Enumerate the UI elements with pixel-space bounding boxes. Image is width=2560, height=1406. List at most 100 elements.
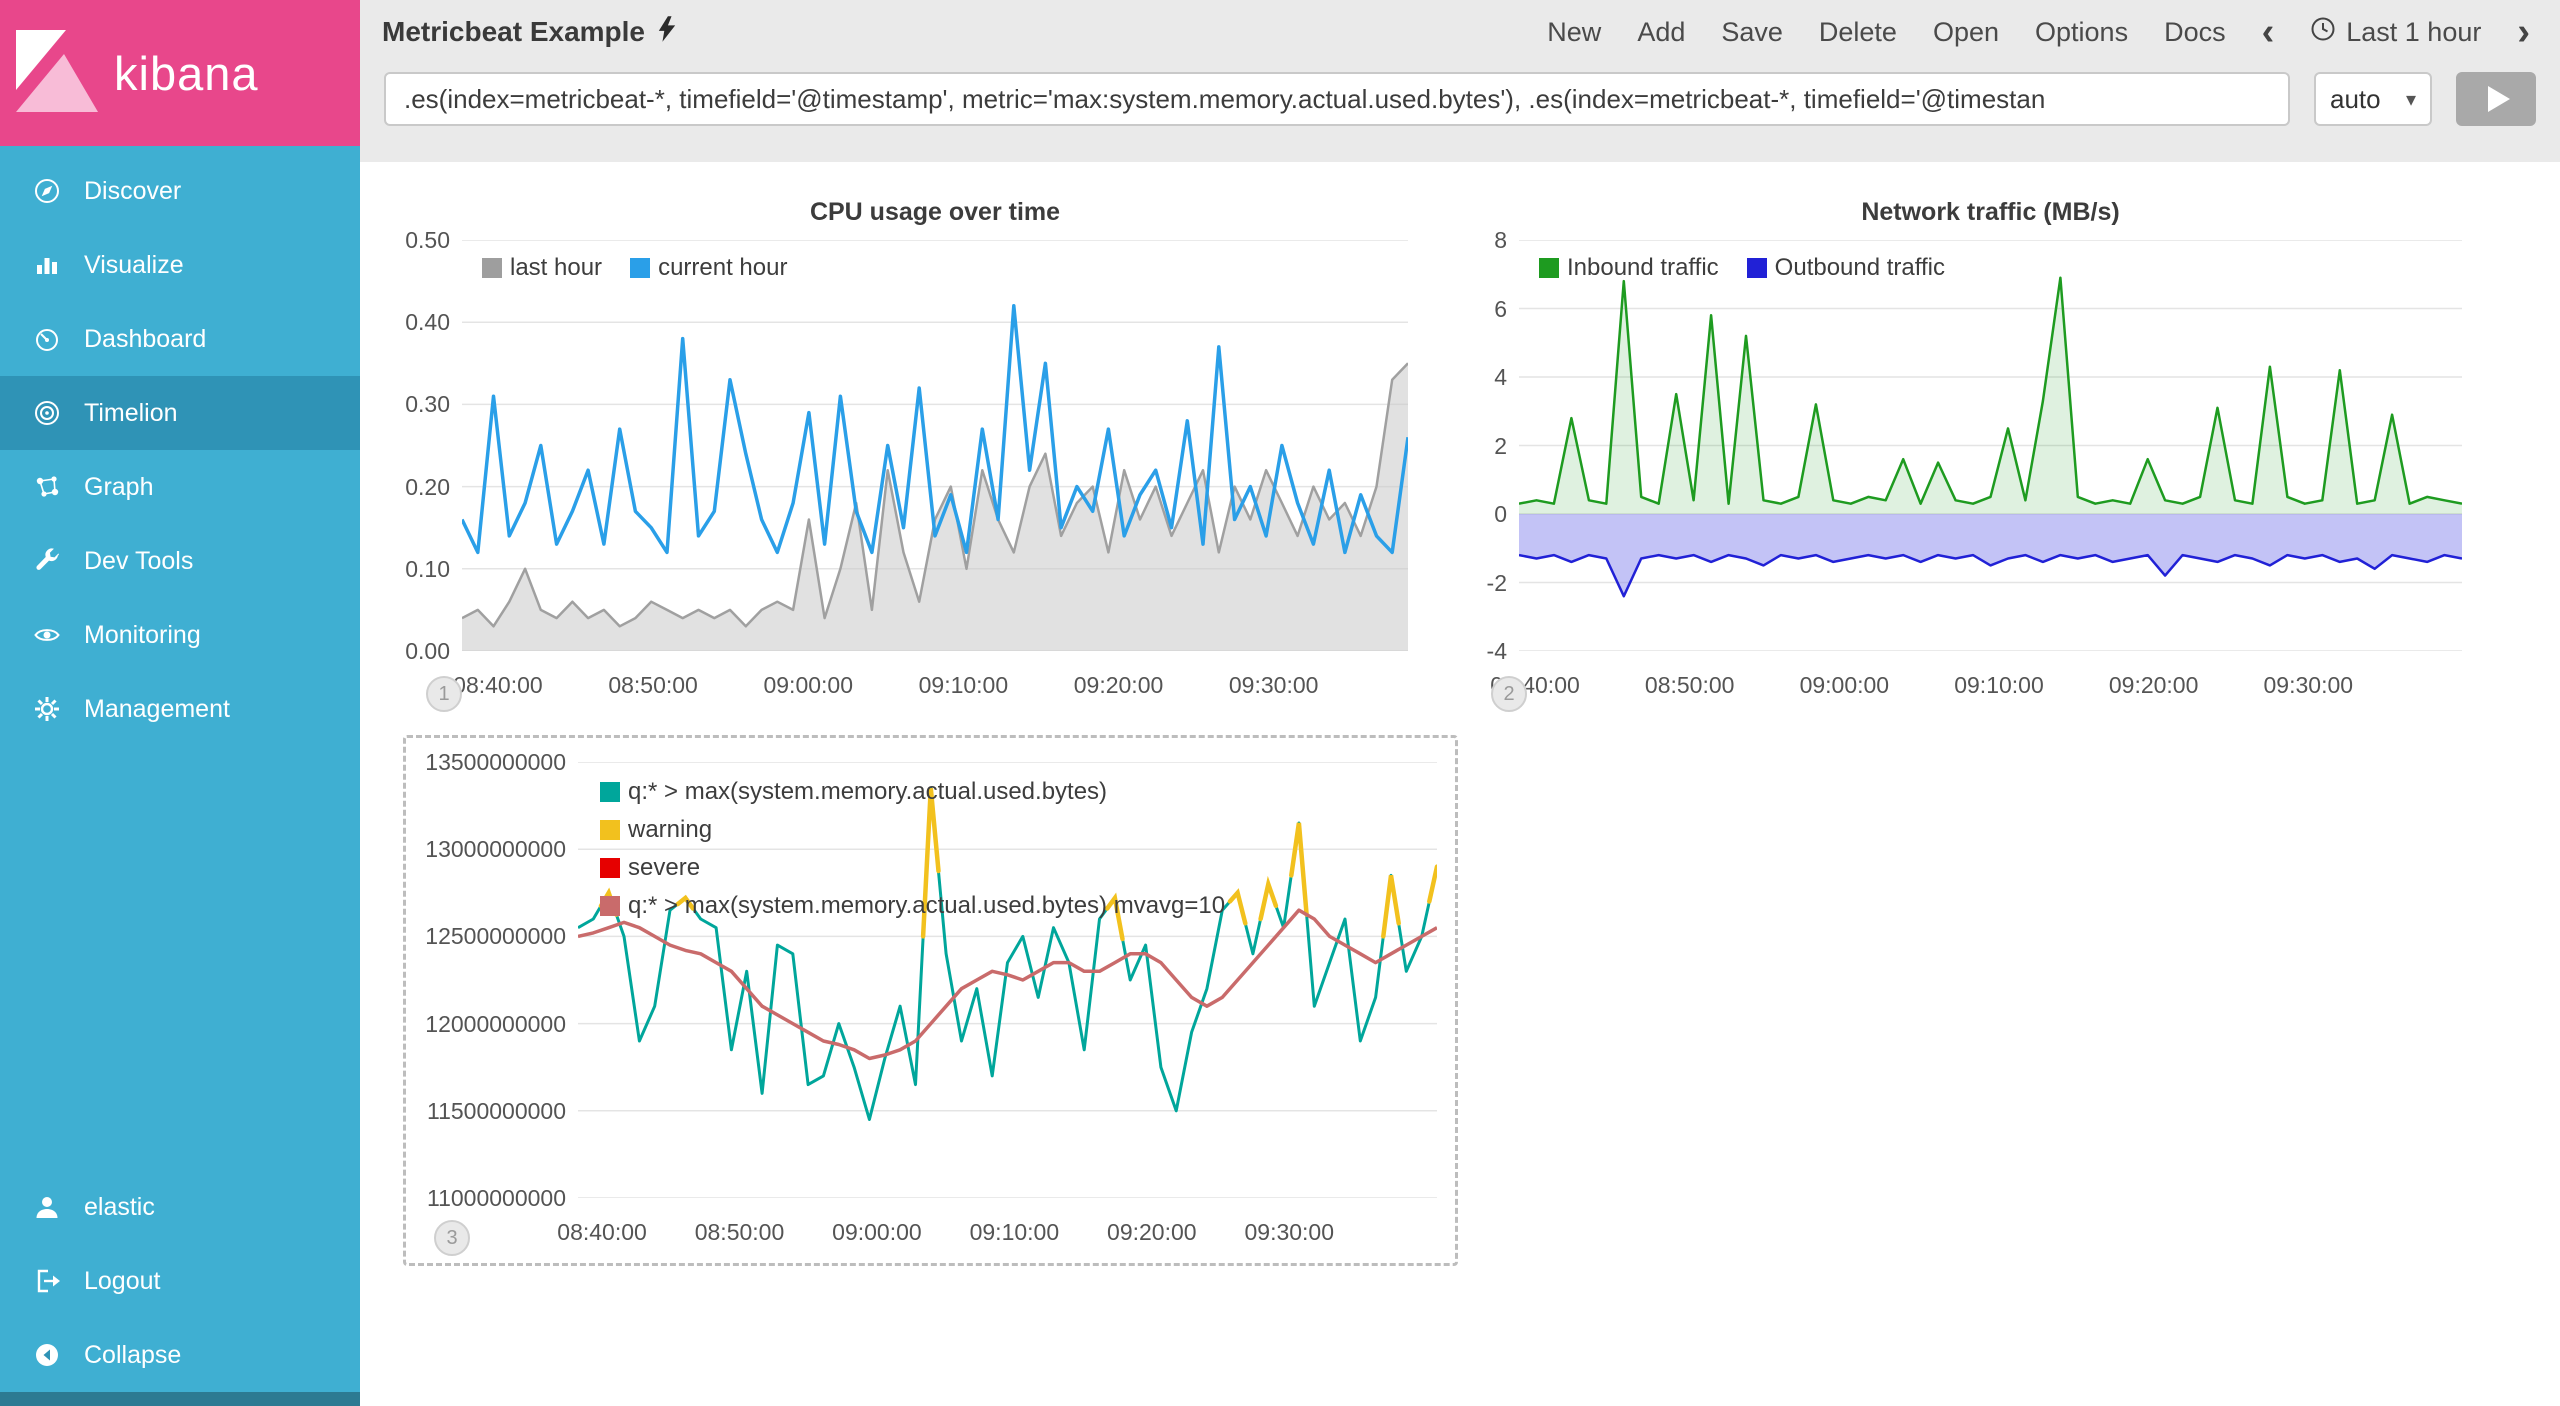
chart-index-badge[interactable]: 1 xyxy=(426,676,462,712)
network-traffic-chart[interactable]: Network traffic (MB/s) 86420-2-4 Inbound… xyxy=(1439,198,2462,712)
time-forward-chevron[interactable]: › xyxy=(2517,17,2530,47)
x-tick-label: 08:50:00 xyxy=(1645,672,1735,699)
chart-legend: q:* > max(system.memory.actual.used.byte… xyxy=(600,778,1225,920)
x-tick-label: 08:50:00 xyxy=(695,1219,785,1246)
clock-icon xyxy=(2310,16,2336,49)
legend-label: q:* > max(system.memory.actual.used.byte… xyxy=(628,778,1107,806)
y-tick-label: 0 xyxy=(1494,501,1507,527)
legend-label: Outbound traffic xyxy=(1775,254,1945,282)
legend-item: severe xyxy=(600,854,1225,882)
legend-item: q:* > max(system.memory.actual.used.byte… xyxy=(600,892,1225,920)
sidebar-item-dashboard[interactable]: Dashboard xyxy=(0,302,360,376)
y-tick-label: -4 xyxy=(1487,638,1507,664)
y-axis: 0.500.400.300.200.100.00 xyxy=(382,240,462,651)
sidebar-item-label: Visualize xyxy=(84,251,184,280)
collapse-icon xyxy=(32,1340,62,1370)
y-tick-label: 2 xyxy=(1494,433,1507,459)
cpu-usage-chart[interactable]: CPU usage over time 0.500.400.300.200.10… xyxy=(382,198,1408,712)
visualize-icon xyxy=(32,250,62,280)
legend-label: last hour xyxy=(510,254,602,282)
sidebar-item-collapse[interactable]: Collapse xyxy=(0,1318,360,1392)
kibana-logo-icon xyxy=(16,30,98,117)
time-back-chevron[interactable]: ‹ xyxy=(2262,17,2275,47)
sidebar-item-label: Dashboard xyxy=(84,325,206,354)
page-title-row: Metricbeat Example xyxy=(382,15,677,50)
legend-item: Inbound traffic xyxy=(1539,254,1719,282)
plot-area[interactable] xyxy=(1519,240,2462,656)
plot-area[interactable] xyxy=(462,240,1408,656)
x-tick-label: 09:10:00 xyxy=(919,672,1009,699)
x-tick-label: 09:00:00 xyxy=(1800,672,1890,699)
sidebar-item-graph[interactable]: Graph xyxy=(0,450,360,524)
legend-label: q:* > max(system.memory.actual.used.byte… xyxy=(628,892,1225,920)
y-tick-label: 12500000000 xyxy=(425,923,566,949)
sidebar-item-monitoring[interactable]: Monitoring xyxy=(0,598,360,672)
x-tick-label: 09:10:00 xyxy=(1954,672,2044,699)
sidebar-item-logout[interactable]: Logout xyxy=(0,1244,360,1318)
x-tick-label: 08:50:00 xyxy=(608,672,698,699)
chart-title: Network traffic (MB/s) xyxy=(1519,198,2462,240)
sidebar-item-label: Monitoring xyxy=(84,621,201,650)
chart-title: CPU usage over time xyxy=(462,198,1408,240)
y-tick-label: 0.40 xyxy=(405,309,450,335)
sidebar-item-visualize[interactable]: Visualize xyxy=(0,228,360,302)
sidebar-item-user-elastic[interactable]: elastic xyxy=(0,1170,360,1244)
chart-index-badge[interactable]: 2 xyxy=(1491,676,1527,712)
options-button[interactable]: Options xyxy=(2035,17,2128,48)
user-icon xyxy=(32,1192,62,1222)
interval-select[interactable]: auto ▾ xyxy=(2314,72,2432,126)
series-line xyxy=(1519,278,2462,504)
sidebar-item-label: elastic xyxy=(84,1193,155,1222)
y-tick-label: 13500000000 xyxy=(425,749,566,775)
legend-swatch xyxy=(630,258,650,278)
wrench-icon xyxy=(32,546,62,576)
save-button[interactable]: Save xyxy=(1721,17,1783,48)
timelion-expression-input[interactable] xyxy=(384,72,2290,126)
sidebar-item-dev-tools[interactable]: Dev Tools xyxy=(0,524,360,598)
sidebar-item-label: Timelion xyxy=(84,399,178,428)
network-traffic-plot[interactable] xyxy=(1519,240,2462,651)
sidebar-item-discover[interactable]: Discover xyxy=(0,154,360,228)
delete-button[interactable]: Delete xyxy=(1819,17,1897,48)
y-axis: 86420-2-4 xyxy=(1439,240,1519,651)
x-tick-label: 09:20:00 xyxy=(1074,672,1164,699)
sidebar-item-management[interactable]: Management xyxy=(0,672,360,746)
lightning-bolt-icon xyxy=(657,15,677,50)
y-tick-label: 0.50 xyxy=(405,227,450,253)
docs-button[interactable]: Docs xyxy=(2164,17,2226,48)
chart-legend: Inbound traffic Outbound traffic xyxy=(1539,254,1945,282)
run-query-button[interactable] xyxy=(2456,72,2536,126)
cpu-usage-plot[interactable] xyxy=(462,240,1408,651)
chart-index-badge[interactable]: 3 xyxy=(434,1220,470,1256)
query-bar: auto ▾ xyxy=(360,64,2560,126)
x-tick-label: 09:20:00 xyxy=(1107,1219,1197,1246)
sidebar-bottom-strip xyxy=(0,1392,360,1406)
legend-item: warning xyxy=(600,816,1225,844)
add-button[interactable]: Add xyxy=(1637,17,1685,48)
eye-icon xyxy=(32,620,62,650)
legend-swatch xyxy=(1539,258,1559,278)
series-area xyxy=(462,363,1408,651)
selected-chart-outline[interactable]: 1350000000013000000000125000000001200000… xyxy=(403,735,1458,1266)
toolbar-menu: New Add Save Delete Open Options Docs ‹ … xyxy=(1547,16,2530,49)
dashboard-icon xyxy=(32,324,62,354)
sidebar: kibana Discover Visualize Dashboard Time… xyxy=(0,0,360,1406)
open-button[interactable]: Open xyxy=(1933,17,1999,48)
time-range-picker[interactable]: Last 1 hour xyxy=(2310,16,2481,49)
x-axis: 08:40:0008:50:0009:00:0009:10:0009:20:00… xyxy=(578,1203,1437,1259)
x-tick-label: 09:10:00 xyxy=(970,1219,1060,1246)
sidebar-item-timelion[interactable]: Timelion xyxy=(0,376,360,450)
legend-swatch xyxy=(482,258,502,278)
memory-usage-chart[interactable]: 1350000000013000000000125000000001200000… xyxy=(408,762,1437,1259)
time-range-label: Last 1 hour xyxy=(2346,17,2481,48)
x-tick-label: 09:30:00 xyxy=(1229,672,1319,699)
new-button[interactable]: New xyxy=(1547,17,1601,48)
y-tick-label: 0.00 xyxy=(405,638,450,664)
x-tick-label: 08:40:00 xyxy=(557,1219,647,1246)
y-tick-label: 11500000000 xyxy=(427,1098,566,1124)
legend-label: Inbound traffic xyxy=(1567,254,1719,282)
y-tick-label: -2 xyxy=(1487,570,1507,596)
kibana-logo[interactable]: kibana xyxy=(0,0,360,146)
y-axis: 1350000000013000000000125000000001200000… xyxy=(408,762,578,1198)
x-tick-label: 09:30:00 xyxy=(2264,672,2354,699)
